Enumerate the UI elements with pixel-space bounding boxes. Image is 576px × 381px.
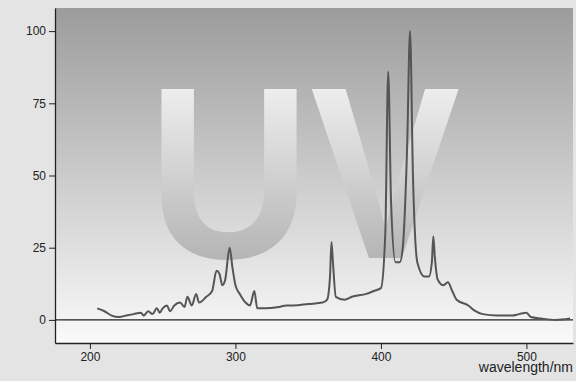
y-tick: 50	[33, 169, 55, 183]
y-tick-mark	[49, 320, 55, 321]
y-tick: 0	[39, 313, 55, 327]
y-tick-label: 25	[33, 241, 47, 255]
y-tick-label: 50	[33, 169, 47, 183]
x-tick: 400	[371, 343, 391, 364]
x-tick-label: 200	[80, 350, 100, 364]
y-tick-label: 100	[26, 24, 46, 38]
plot-background	[55, 8, 573, 343]
plot: UV2003004005000255075100	[26, 8, 574, 364]
y-axis-line	[55, 9, 56, 344]
y-tick-mark	[49, 176, 55, 177]
x-tick: 300	[226, 343, 246, 364]
y-tick-mark	[49, 248, 55, 249]
x-tick-label: 300	[226, 350, 246, 364]
x-tick-mark	[235, 343, 236, 349]
x-tick: 200	[80, 343, 100, 364]
x-tick-label: 400	[371, 350, 391, 364]
y-tick-mark	[49, 103, 55, 104]
y-tick-mark	[49, 31, 55, 32]
marks	[97, 31, 570, 320]
y-tick: 75	[33, 97, 55, 111]
y-tick-label: 0	[39, 313, 46, 327]
x-tick-mark	[90, 343, 91, 349]
y-axis: 0 25 50 75 100	[26, 9, 56, 344]
x-tick-mark	[381, 343, 382, 349]
y-tick-label: 75	[33, 97, 47, 111]
spectrum-line	[97, 31, 570, 320]
y-tick: 100	[26, 24, 55, 38]
chart: UV2003004005000255075100wavelength/nm	[0, 0, 576, 381]
zero-line	[55, 319, 573, 320]
y-tick: 25	[33, 241, 55, 255]
x-axis-title: wavelength/nm	[478, 359, 573, 375]
x-axis-line	[56, 343, 574, 344]
x-tick-mark	[526, 343, 527, 349]
